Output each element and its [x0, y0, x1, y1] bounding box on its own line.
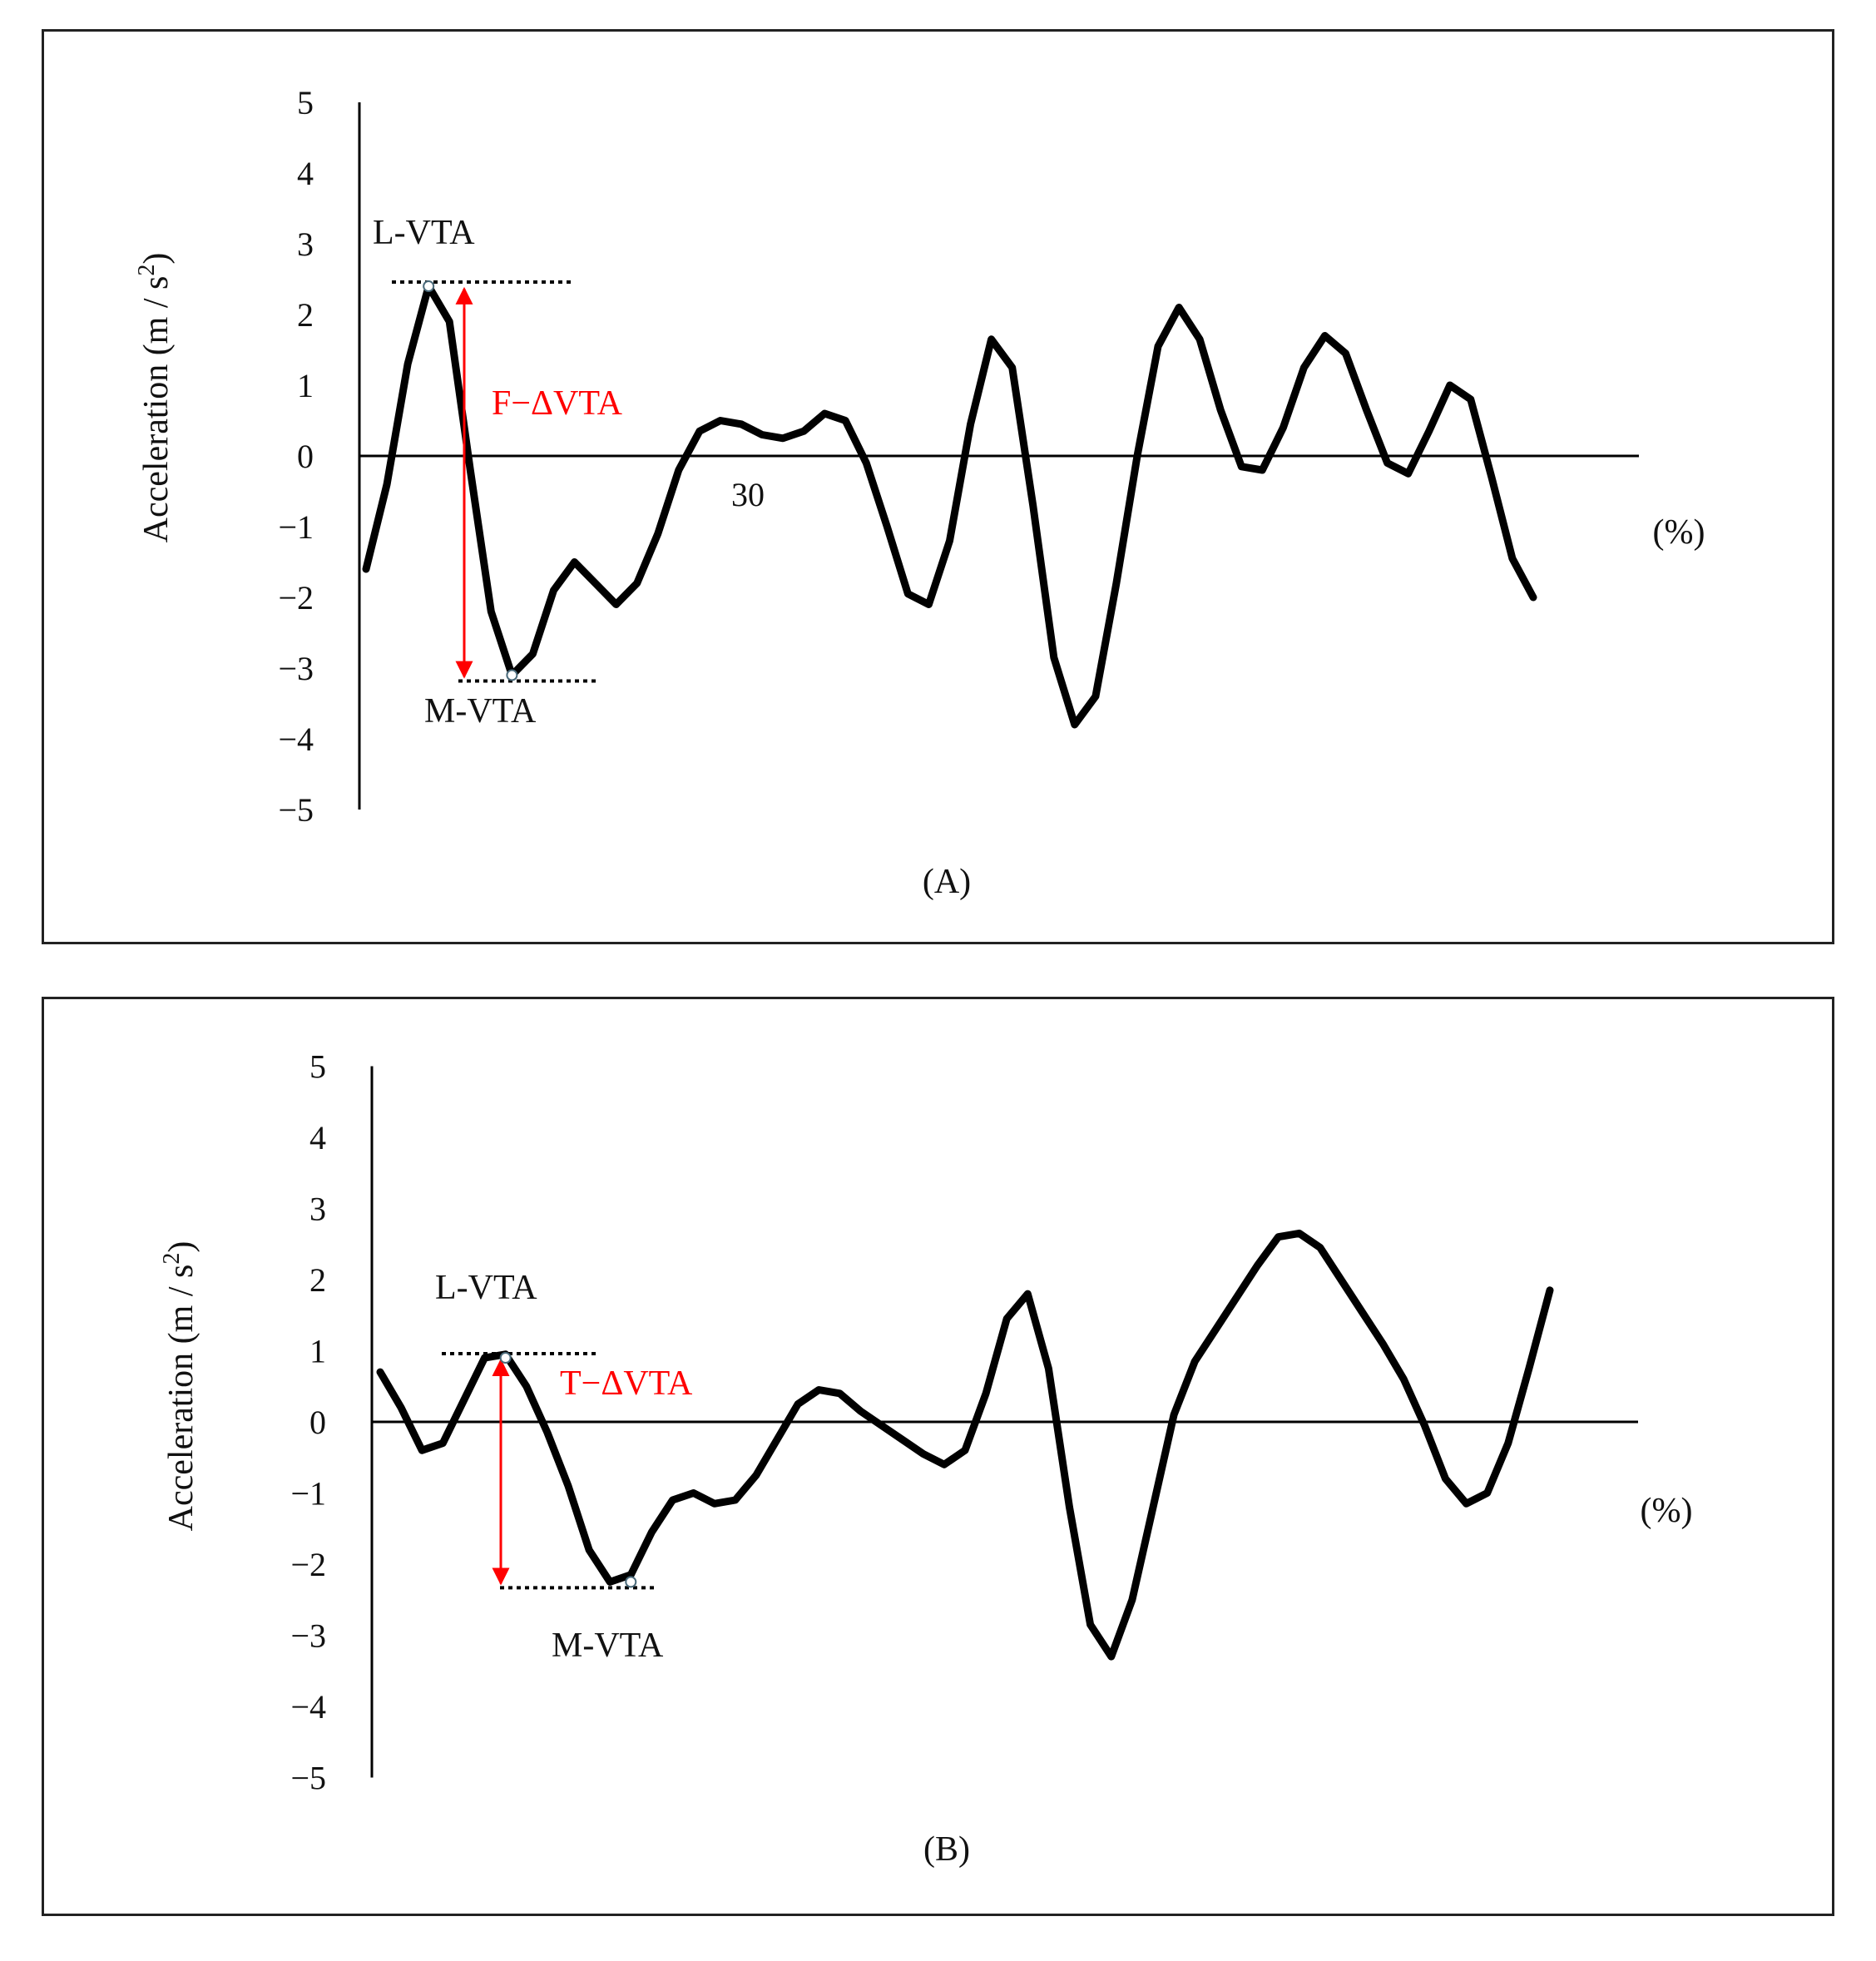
l-vta-point	[423, 280, 435, 292]
y-tick-label: 3	[309, 1191, 326, 1228]
y-axis-title-superscript: 2	[134, 265, 160, 276]
y-tick-label: −2	[278, 579, 314, 617]
y-axis-title-text: Acceleration (m / s	[137, 276, 176, 543]
y-tick-label: 4	[297, 155, 314, 192]
y-axis-title: Acceleration (m / s2)	[159, 1241, 200, 1532]
x-tick-label: 30	[731, 476, 765, 513]
panel-label: (B)	[923, 1830, 970, 1869]
delta-vta-label: F−ΔVTA	[492, 384, 623, 423]
y-tick-label: −4	[290, 1688, 326, 1726]
y-tick-label: 5	[309, 1048, 326, 1086]
x-axis-unit-label: (%)	[1653, 513, 1705, 552]
y-tick-label: −5	[278, 791, 314, 829]
y-tick-label: 2	[309, 1261, 326, 1299]
y-tick-label: 5	[297, 84, 314, 121]
l-vta-label: L-VTA	[373, 214, 475, 252]
series-line	[362, 282, 1537, 729]
series-line	[376, 1229, 1554, 1661]
y-axis-title-close: )	[162, 1241, 200, 1253]
y-tick-label: −2	[290, 1546, 326, 1583]
panel-label: (A)	[923, 863, 971, 901]
l-vta-point	[499, 1352, 512, 1364]
y-axis-title: Acceleration (m / s2)	[134, 253, 176, 543]
m-vta-point	[506, 669, 518, 681]
y-tick-label: −3	[290, 1617, 326, 1655]
l-vta-label: L-VTA	[435, 1269, 537, 1307]
y-tick-label: −1	[278, 508, 314, 546]
y-tick-label: 4	[309, 1119, 326, 1156]
y-tick-label: 1	[297, 367, 314, 404]
m-vta-point	[625, 1576, 637, 1588]
y-tick-label: 0	[297, 438, 314, 475]
m-vta-label: M-VTA	[424, 692, 537, 730]
y-axis-title-superscript: 2	[159, 1253, 185, 1265]
y-axis-title-text: Acceleration (m / s	[162, 1265, 200, 1532]
y-tick-label: −1	[290, 1475, 326, 1513]
y-axis-title-close: )	[137, 253, 176, 265]
y-tick-label: −4	[278, 721, 314, 758]
y-tick-label: 2	[297, 296, 314, 334]
y-tick-label: 1	[309, 1333, 326, 1370]
y-tick-label: −5	[290, 1760, 326, 1797]
y-tick-label: 3	[297, 225, 314, 263]
chart-panel-a: 5 4 3 2 1 0 −1 −2 −3 −4 −5 Acceleration (m / s2) (%)…	[42, 29, 1834, 944]
y-tick-label: −3	[278, 650, 314, 687]
x-axis-unit-label: (%)	[1641, 1492, 1693, 1530]
chart-panel-b: 5 4 3 2 1 0 −1 −2 −3 −4 −5 Acceleration (m / s2) (%)…	[42, 997, 1834, 1916]
m-vta-label: M-VTA	[552, 1627, 664, 1665]
y-tick-label: 0	[309, 1404, 326, 1441]
delta-vta-label: T−ΔVTA	[560, 1364, 693, 1403]
